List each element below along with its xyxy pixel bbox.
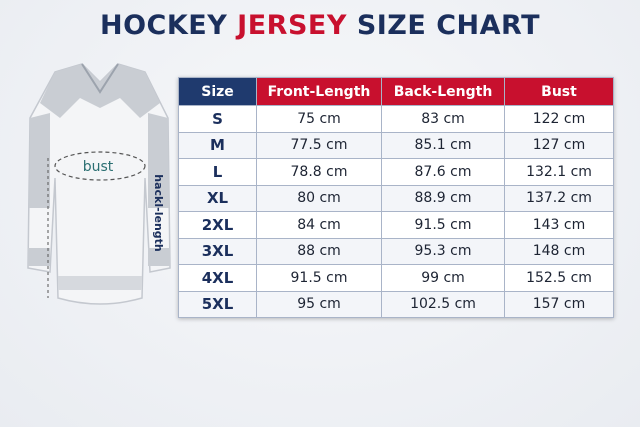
- table-cell: 4XL: [178, 264, 257, 292]
- table-cell: 85.1 cm: [381, 131, 505, 159]
- title-part: HOCKEY: [99, 10, 228, 41]
- table-cell: 3XL: [178, 237, 257, 265]
- table-cell: 148 cm: [504, 237, 614, 265]
- column-header: Back-Length: [381, 77, 505, 106]
- table-cell: XL: [178, 184, 257, 212]
- table-row: 5XL 95 cm 102.5 cm 157 cm: [178, 290, 614, 318]
- bust-label: bust: [83, 159, 114, 175]
- table-cell: 88.9 cm: [381, 184, 505, 212]
- table-cell: 87.6 cm: [381, 158, 505, 186]
- table-cell: 99 cm: [381, 264, 505, 292]
- jersey-illustration: bust hackl-length: [27, 63, 171, 305]
- table-cell: 2XL: [178, 211, 257, 239]
- column-header: Front-Length: [256, 77, 382, 106]
- table-cell: S: [178, 105, 257, 133]
- table-row: 4XL 91.5 cm 99 cm 152.5 cm: [178, 264, 614, 292]
- title-part: SIZE CHART: [356, 10, 541, 41]
- table-cell: 127 cm: [504, 131, 614, 159]
- table-cell: 152.5 cm: [504, 264, 614, 292]
- table-cell: 77.5 cm: [256, 131, 382, 159]
- table-cell: 84 cm: [256, 211, 382, 239]
- table-cell: 91.5 cm: [256, 264, 382, 292]
- length-label: hackl-length: [152, 174, 165, 251]
- table-cell: 91.5 cm: [381, 211, 505, 239]
- table-cell: 5XL: [178, 290, 257, 318]
- table-row: M 77.5 cm 85.1 cm 127 cm: [178, 131, 614, 159]
- header-row: Size Front-Length Back-Length Bust: [178, 77, 614, 106]
- column-header: Bust: [504, 77, 614, 106]
- table-cell: 132.1 cm: [504, 158, 614, 186]
- table-cell: 78.8 cm: [256, 158, 382, 186]
- title-part: JERSEY: [237, 10, 347, 41]
- table-cell: 157 cm: [504, 290, 614, 318]
- table-row: 2XL 84 cm 91.5 cm 143 cm: [178, 211, 614, 239]
- table-cell: 75 cm: [256, 105, 382, 133]
- table-cell: 143 cm: [504, 211, 614, 239]
- table-cell: L: [178, 158, 257, 186]
- table-cell: 102.5 cm: [381, 290, 505, 318]
- column-header: Size: [178, 77, 257, 106]
- table-cell: 95 cm: [256, 290, 382, 318]
- table-cell: 80 cm: [256, 184, 382, 212]
- table-row: XL 80 cm 88.9 cm 137.2 cm: [178, 184, 614, 212]
- table-row: S 75 cm 83 cm 122 cm: [178, 105, 614, 133]
- table-cell: 122 cm: [504, 105, 614, 133]
- title: HOCKEY JERSEY SIZE CHART: [0, 10, 640, 41]
- table-row: L 78.8 cm 87.6 cm 132.1 cm: [178, 158, 614, 186]
- table-cell: 137.2 cm: [504, 184, 614, 212]
- table-body: S 75 cm 83 cm 122 cm M 77.5 cm 85.1 cm 127 cm L 7…: [178, 105, 614, 318]
- table-cell: 88 cm: [256, 237, 382, 265]
- table-row: 3XL 88 cm 95.3 cm 148 cm: [178, 237, 614, 265]
- table-cell: 95.3 cm: [381, 237, 505, 265]
- table-cell: 83 cm: [381, 105, 505, 133]
- table-cell: M: [178, 131, 257, 159]
- size-table: Size Front-Length Back-Length Bust S 75 cm 83…: [178, 77, 614, 318]
